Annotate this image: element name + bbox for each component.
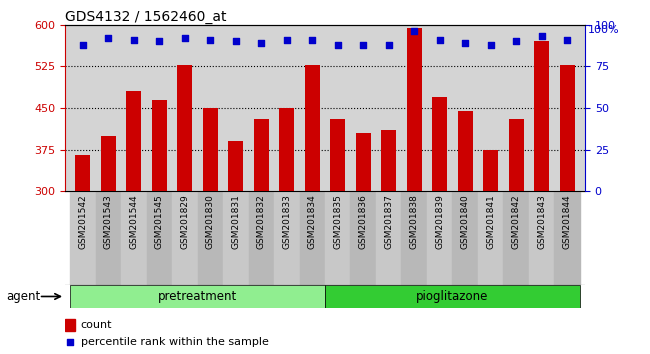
Bar — [325, 191, 350, 285]
Text: pioglitazone: pioglitazone — [416, 290, 489, 303]
Bar — [177, 65, 192, 191]
Point — [179, 35, 190, 41]
Text: GSM201841: GSM201841 — [486, 194, 495, 249]
Text: GSM201833: GSM201833 — [282, 194, 291, 249]
Text: percentile rank within the sample: percentile rank within the sample — [81, 337, 268, 347]
Point — [307, 37, 317, 42]
Bar — [248, 191, 274, 285]
Bar — [452, 191, 478, 285]
Bar — [508, 119, 524, 191]
Text: GSM201832: GSM201832 — [257, 194, 266, 249]
Text: GSM201829: GSM201829 — [180, 194, 189, 249]
Point — [409, 29, 419, 34]
Text: GSM201831: GSM201831 — [231, 194, 240, 249]
Text: GDS4132 / 1562460_at: GDS4132 / 1562460_at — [65, 10, 226, 24]
Bar — [350, 191, 376, 285]
Point — [486, 42, 496, 47]
Point — [384, 42, 394, 47]
Text: GSM201835: GSM201835 — [333, 194, 343, 249]
Bar — [529, 191, 554, 285]
Bar — [483, 149, 499, 191]
Point — [129, 37, 139, 42]
Point — [460, 40, 471, 46]
Point — [562, 37, 573, 42]
Text: GSM201839: GSM201839 — [436, 194, 444, 249]
Text: GSM201842: GSM201842 — [512, 194, 521, 249]
Text: GSM201544: GSM201544 — [129, 194, 138, 249]
Bar — [65, 319, 75, 331]
Bar — [504, 191, 529, 285]
Text: GSM201837: GSM201837 — [384, 194, 393, 249]
Bar — [70, 191, 96, 285]
Text: pretreatment: pretreatment — [158, 290, 237, 303]
Bar — [146, 191, 172, 285]
Point — [333, 42, 343, 47]
Point — [511, 39, 521, 44]
Bar — [560, 65, 575, 191]
Bar — [228, 141, 244, 191]
Bar — [223, 191, 248, 285]
Point — [65, 339, 75, 344]
Point — [536, 34, 547, 39]
Text: GSM201834: GSM201834 — [307, 194, 317, 249]
Point — [281, 37, 292, 42]
Point — [358, 42, 369, 47]
Point — [205, 37, 216, 42]
Text: count: count — [81, 320, 112, 330]
Bar — [70, 285, 325, 308]
Text: GSM201545: GSM201545 — [155, 194, 164, 249]
Bar — [381, 130, 396, 191]
Bar — [101, 136, 116, 191]
Point — [77, 42, 88, 47]
Text: GSM201836: GSM201836 — [359, 194, 368, 249]
Bar — [198, 191, 223, 285]
Bar — [151, 99, 167, 191]
Bar — [172, 191, 198, 285]
Bar — [305, 65, 320, 191]
Point — [434, 37, 445, 42]
Bar — [96, 191, 121, 285]
Bar — [121, 191, 146, 285]
Bar — [534, 41, 549, 191]
Text: 100%: 100% — [588, 25, 620, 35]
Text: GSM201843: GSM201843 — [537, 194, 546, 249]
Text: GSM201543: GSM201543 — [104, 194, 113, 249]
Point — [103, 35, 114, 41]
Bar — [126, 91, 142, 191]
Bar — [274, 191, 300, 285]
Text: GSM201840: GSM201840 — [461, 194, 470, 249]
Point — [256, 40, 266, 46]
Bar — [356, 133, 371, 191]
Bar — [75, 155, 90, 191]
Text: GSM201844: GSM201844 — [563, 194, 571, 249]
Text: GSM201838: GSM201838 — [410, 194, 419, 249]
Bar — [402, 191, 427, 285]
Bar — [376, 191, 402, 285]
Text: GSM201542: GSM201542 — [79, 194, 87, 249]
Bar — [279, 108, 294, 191]
Bar — [554, 191, 580, 285]
Bar — [432, 97, 447, 191]
Point — [154, 39, 164, 44]
Bar — [330, 119, 345, 191]
Bar — [458, 111, 473, 191]
Bar — [254, 119, 269, 191]
Bar — [300, 191, 325, 285]
Bar — [478, 191, 504, 285]
Bar — [203, 108, 218, 191]
Bar — [406, 28, 422, 191]
Bar — [325, 285, 580, 308]
Bar — [427, 191, 452, 285]
Text: GSM201830: GSM201830 — [206, 194, 215, 249]
Point — [231, 39, 241, 44]
Text: agent: agent — [6, 290, 41, 303]
